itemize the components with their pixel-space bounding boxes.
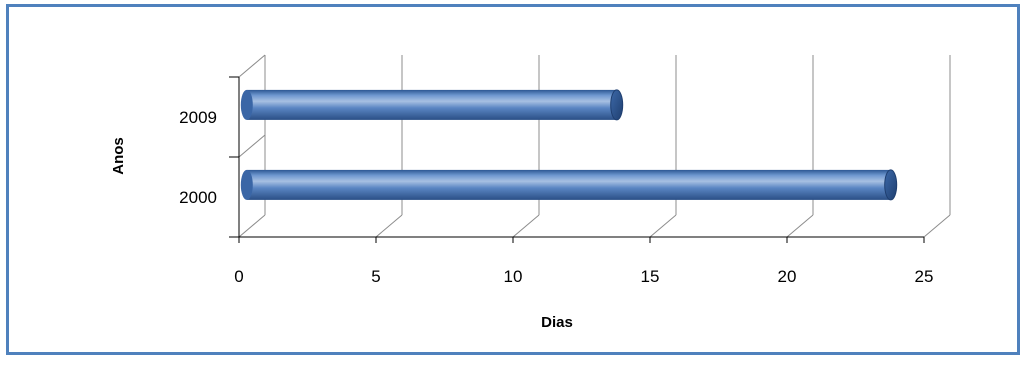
wall-edge (238, 54, 266, 78)
bar-start-cap (240, 89, 253, 120)
floor-line (786, 214, 814, 238)
gridlines (229, 54, 951, 238)
bar-end-cap (610, 89, 624, 121)
x-tick-label: 15 (641, 267, 660, 286)
tick-labels: 0 5 10 15 20 25 2000 2009 (179, 108, 933, 286)
bar-body (246, 89, 617, 120)
floor-line (238, 214, 266, 238)
chart-frame: 0 5 10 15 20 25 2000 2009 Dias Anos (6, 4, 1020, 355)
floor-line (375, 214, 403, 238)
floor-line (649, 214, 677, 238)
y-axis-title: Anos (110, 137, 127, 175)
chart-canvas: 0 5 10 15 20 25 2000 2009 Dias Anos (110, 54, 951, 331)
axes (229, 76, 925, 243)
bar-start-cap (240, 169, 253, 200)
x-tick-label: 0 (234, 267, 243, 286)
y-tick-label: 2000 (179, 188, 217, 207)
x-tick-label: 20 (778, 267, 797, 286)
x-tick-label: 5 (371, 267, 380, 286)
y-tick-label: 2009 (179, 108, 217, 127)
bar-body (246, 169, 891, 200)
bar-cylinder (240, 89, 624, 121)
x-axis-title: Dias (541, 314, 573, 331)
bar-end-cap (884, 169, 898, 201)
bars (240, 89, 898, 201)
floor-line (923, 214, 951, 238)
wall-line (238, 134, 266, 158)
x-tick-label: 25 (915, 267, 934, 286)
x-tick-label: 10 (504, 267, 523, 286)
floor-line (512, 214, 540, 238)
bar-cylinder (240, 169, 898, 201)
